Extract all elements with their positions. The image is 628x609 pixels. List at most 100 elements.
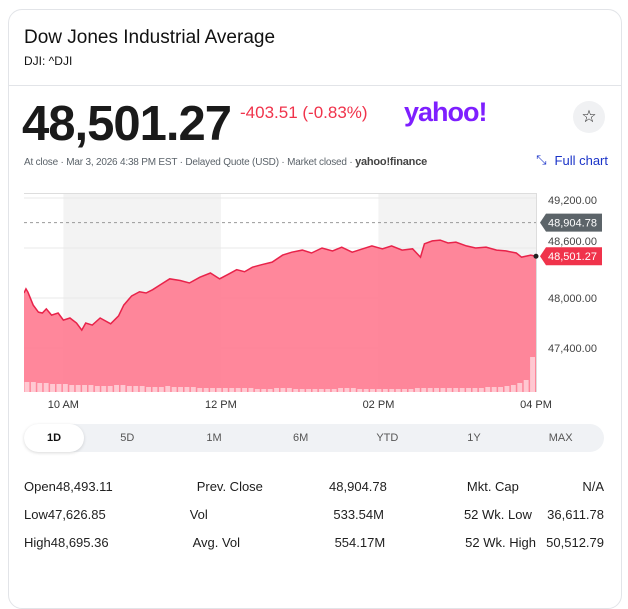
stat-label: Vol [189,506,208,522]
volume-bar [382,389,388,392]
stat-52-wk-low: 52 Wk. Low 36,611.78 [464,507,604,522]
volume-bar [363,389,369,392]
stat-vol: Vol 533.54M [190,507,384,522]
market-status: At close · Mar 3, 2026 4:38 PM EST · Del… [24,157,356,168]
stat-52-wk-high: 52 Wk. High 50,512.79 [465,535,604,550]
stat-mkt-cap: Mkt. Cap N/A [467,479,604,494]
range-tab-1y[interactable]: 1Y [467,432,481,444]
volume-bar [395,389,401,392]
volume-bar [62,384,68,392]
volume-bar [171,387,177,392]
prev-close-label: 48,904.78 [548,218,597,230]
volume-bar [402,389,407,392]
stat-value: 554.17M [334,534,386,550]
volume-bar [293,389,299,392]
volume-bar [472,388,478,392]
price-line [24,239,537,332]
stat-prev-close: Prev. Close 48,904.78 [197,479,387,494]
range-tab-6m[interactable]: 6M [293,432,309,444]
stat-label: Prev. Close [196,478,263,494]
volume-bar [133,386,139,392]
stat-avg-vol: Avg. Vol 554.17M [193,535,386,550]
volume-bar [242,388,247,392]
volume-bar [427,388,433,392]
volume-bar [389,389,395,392]
volume-bar [43,383,49,392]
volume-bar [459,388,465,392]
volume-bar [530,357,535,392]
volume-bar [274,388,279,392]
last-price-badge [540,247,602,266]
current-price: 48,501.27 [22,97,232,151]
intraday-chart[interactable]: 49,200.00 48,600.00 48,000.00 47,400.00 48,9… [24,193,614,415]
volume-bar [331,389,337,392]
volume-bar [376,389,382,392]
volume-bar [229,388,235,392]
stat-value: 48,695.36 [50,534,109,550]
range-tab-ytd[interactable]: YTD [376,432,399,444]
range-tab-1d[interactable]: 1D [24,424,84,452]
stat-label: Mkt. Cap [466,478,519,494]
volume-bar [498,387,503,392]
volume-bar [24,382,30,392]
volume-bar [504,386,510,392]
volume-bar [146,387,151,392]
volume-bar [280,388,286,392]
watchlist-star-button[interactable]: ☆ [573,101,605,133]
volume-bar [152,387,158,392]
full-chart-link[interactable]: ⤡ Full chart [536,152,608,168]
page-title: Dow Jones Industrial Average [24,27,276,48]
ticker-symbol: DJI: ^DJI [24,54,73,68]
range-tab-1m[interactable]: 1M [206,432,222,444]
volume-bar [210,388,215,392]
volume-bar [306,389,311,392]
volume-bar [88,385,94,392]
volume-bar [350,388,356,392]
volume-bar [184,387,190,392]
stats-row: Low 47,626.85 Vol 533.54M 52 Wk. Low 36,611.7… [24,500,604,528]
volume-bar [94,386,100,392]
stat-value: 533.54M [333,506,384,522]
volume-bar [165,386,171,392]
volume-bar [216,388,222,392]
volume-bar [466,388,471,392]
last-price-dot [533,253,539,259]
divider [9,85,622,86]
x-tick-label: 02 PM [363,399,395,411]
volume-bar [235,388,241,392]
range-tab-max[interactable]: MAX [548,432,573,444]
stat-label: Open [24,478,56,494]
volume-bar [101,386,107,392]
volume-bar [440,388,446,392]
volume-bar [299,389,305,392]
volume-bar [478,388,484,392]
volume-bar [338,388,343,392]
y-tick-label: 48,600.00 [548,236,597,248]
range-tab-5d[interactable]: 5D [120,432,135,444]
volume-bar [82,385,87,392]
volume-bar [434,388,439,392]
volume-bar [408,389,414,392]
volume-bar [190,387,196,392]
volume-bar [421,388,427,392]
yahoo-logo[interactable]: yahoo! [404,97,488,127]
volume-bar [485,387,491,392]
volume-bar [178,387,183,392]
volume-bar [75,385,81,392]
volume-bar [37,383,43,392]
volume-bar [357,389,363,392]
stat-label: 52 Wk. Low [463,506,532,522]
volume-bar [139,386,145,392]
volume-bar [510,385,516,392]
volume-bar [446,388,452,392]
volume-bar [158,387,164,392]
stat-value: 50,512.79 [546,534,604,550]
volume-bar [30,382,36,392]
volume-bar [523,380,529,392]
stat-label: Low [24,506,48,522]
volume-bar [491,387,497,392]
volume-bar [69,385,75,392]
volume-bar [248,388,254,392]
x-tick-label: 12 PM [205,399,237,411]
volume-bar [414,388,420,392]
